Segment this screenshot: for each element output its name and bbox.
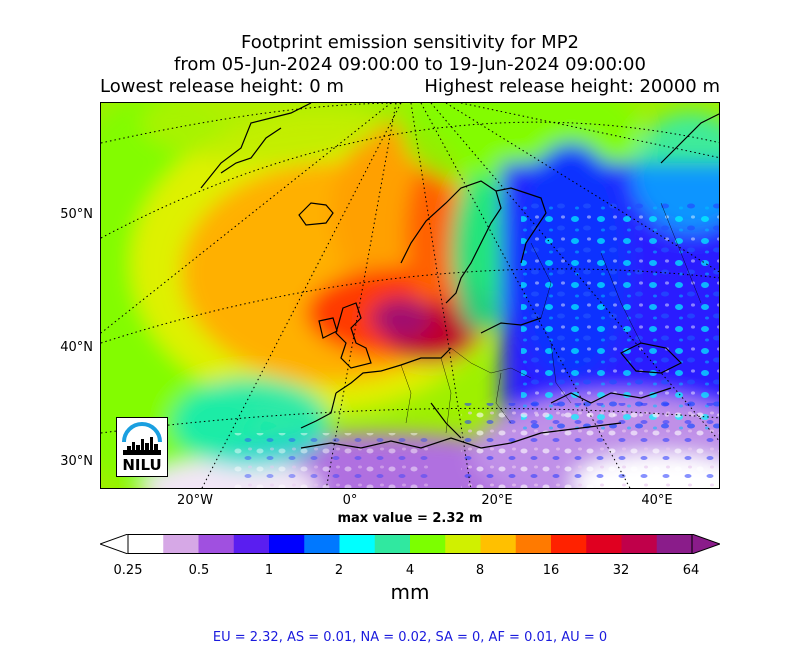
- lat-label-50n: 50°N: [60, 207, 93, 222]
- lon-label-20w: 20°W: [177, 493, 213, 508]
- max-value: max value = 2.32 m: [337, 511, 483, 526]
- colorbar-segment: [339, 534, 376, 554]
- colorbar-min-extend: [100, 534, 129, 554]
- colorbar-tick: 64: [682, 563, 700, 578]
- colorbar-segment: [410, 534, 446, 554]
- nilu-logo-text: NILU: [122, 456, 162, 474]
- colorbar-tick: 0.5: [188, 563, 210, 578]
- colorbar-segment: [480, 534, 517, 554]
- lon-label-20e: 20°E: [481, 493, 513, 508]
- colorbar-segment: [304, 534, 340, 554]
- colorbar-tick: 2: [334, 563, 344, 578]
- colorbar-segment: [551, 534, 587, 554]
- lon-label-0: 0°: [342, 493, 358, 508]
- highest-release-height: Highest release height: 20000 m: [424, 76, 720, 97]
- lowest-release-height: Lowest release height: 0 m: [100, 76, 344, 97]
- lat-label-30n: 30°N: [60, 454, 93, 469]
- colorbar-tick: 16: [542, 563, 560, 578]
- release-heights: Lowest release height: 0 m Highest relea…: [100, 76, 720, 98]
- colorbar-segment: [198, 534, 235, 554]
- colorbar-segment: [621, 534, 658, 554]
- colorbar-tick: 8: [475, 563, 485, 578]
- title-line-1: Footprint emission sensitivity for MP2: [240, 32, 579, 53]
- colorbar-segment: [269, 534, 305, 554]
- colorbar-tick: 4: [405, 563, 415, 578]
- colorbar-segment: [586, 534, 622, 554]
- colorbar-segment: [656, 534, 693, 554]
- colorbar-max-extend: [691, 534, 720, 554]
- colorbar-segment: [163, 534, 199, 554]
- lon-label-40e: 40°E: [641, 493, 673, 508]
- colorbar-tick: 0.25: [113, 563, 143, 578]
- colorbar: [100, 534, 720, 554]
- colorbar-segment: [128, 534, 164, 554]
- colorbar-segment: [374, 534, 411, 554]
- nilu-logo-icon: [122, 422, 162, 455]
- nilu-logo: NILU: [116, 417, 168, 477]
- footprint-map: [100, 102, 720, 489]
- colorbar-segment: [515, 534, 552, 554]
- region-stats: EU = 2.32, AS = 0.01, NA = 0.02, SA = 0,…: [212, 630, 608, 645]
- colorbar-tick: 1: [264, 563, 274, 578]
- colorbar-segment: [445, 534, 481, 554]
- colorbar-tick: 32: [612, 563, 630, 578]
- colorbar-unit: mm: [390, 580, 430, 604]
- lat-label-40n: 40°N: [60, 340, 93, 355]
- title-line-2: from 05-Jun-2024 09:00:00 to 19-Jun-2024…: [174, 54, 646, 75]
- colorbar-segment: [233, 534, 270, 554]
